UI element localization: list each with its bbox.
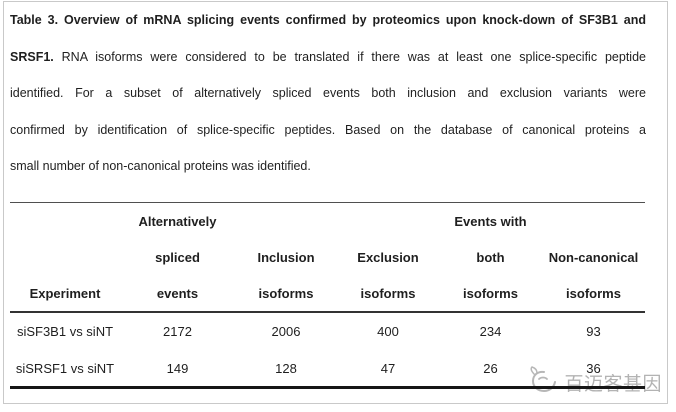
column-header-non-canonical-isoforms: Non-canonical isoforms [542, 202, 645, 313]
column-header-experiment: Experiment [10, 202, 120, 313]
splicing-events-table: Experiment Alternatively spliced events … [10, 201, 645, 390]
table-container: Experiment Alternatively spliced events … [4, 201, 667, 390]
caption-regular-text: small number of non-canonical proteins w… [10, 159, 311, 174]
caption-regular-text: identified. For a subset of alternativel… [10, 86, 646, 101]
caption-line: confirmed by identification of splice-sp… [10, 112, 646, 149]
table-caption: Table 3. Overview of mRNA splicing event… [10, 2, 646, 185]
column-header-events-with-both-isoforms: Events with both isoforms [439, 202, 542, 313]
caption-line: Table 3. Overview of mRNA splicing event… [10, 2, 646, 39]
document-page: Table 3. Overview of mRNA splicing event… [3, 1, 668, 404]
cell-non-canonical-isoforms: 93 [586, 323, 601, 339]
caption-line: small number of non-canonical proteins w… [10, 148, 646, 185]
table-body: siSF3B1 vs siNT 2172 2006 400 234 93 siS… [10, 312, 645, 388]
cell-inclusion-isoforms: 2006 [271, 323, 301, 339]
caption-regular-text: confirmed by identification of splice-sp… [10, 122, 646, 137]
column-header-inclusion-isoforms: Inclusion isoforms [235, 202, 337, 313]
table-header: Experiment Alternatively spliced events … [10, 202, 645, 313]
cell-exclusion-isoforms: 400 [377, 323, 399, 339]
caption-regular-text: RNA isoforms were considered to be trans… [53, 49, 646, 64]
table-row: siSRSF1 vs siNT 149 128 47 26 36 [10, 350, 645, 388]
cell-alt-spliced-events: 149 [166, 360, 189, 376]
cell-experiment: siSF3B1 vs siNT [16, 323, 114, 339]
cell-inclusion-isoforms: 128 [275, 360, 297, 376]
header-row: Experiment Alternatively spliced events … [10, 202, 645, 313]
caption-bold-text: SRSF1. [10, 49, 54, 64]
caption-line: identified. For a subset of alternativel… [10, 75, 646, 112]
caption-bold-text: Table 3. Overview of mRNA splicing event… [10, 13, 646, 27]
table-row: siSF3B1 vs siNT 2172 2006 400 234 93 [10, 312, 645, 350]
cell-experiment: siSRSF1 vs siNT [15, 360, 115, 376]
cell-both-isoforms: 26 [483, 360, 498, 376]
column-header-exclusion-isoforms: Exclusion isoforms [337, 202, 439, 313]
cell-alt-spliced-events: 2172 [163, 323, 192, 339]
cell-both-isoforms: 234 [479, 323, 502, 339]
cell-exclusion-isoforms: 47 [380, 360, 396, 376]
cell-non-canonical-isoforms: 36 [586, 360, 601, 376]
caption-line: SRSF1. RNA isoforms were considered to b… [10, 39, 646, 76]
column-header-alternatively-spliced-events: Alternatively spliced events [120, 202, 235, 313]
